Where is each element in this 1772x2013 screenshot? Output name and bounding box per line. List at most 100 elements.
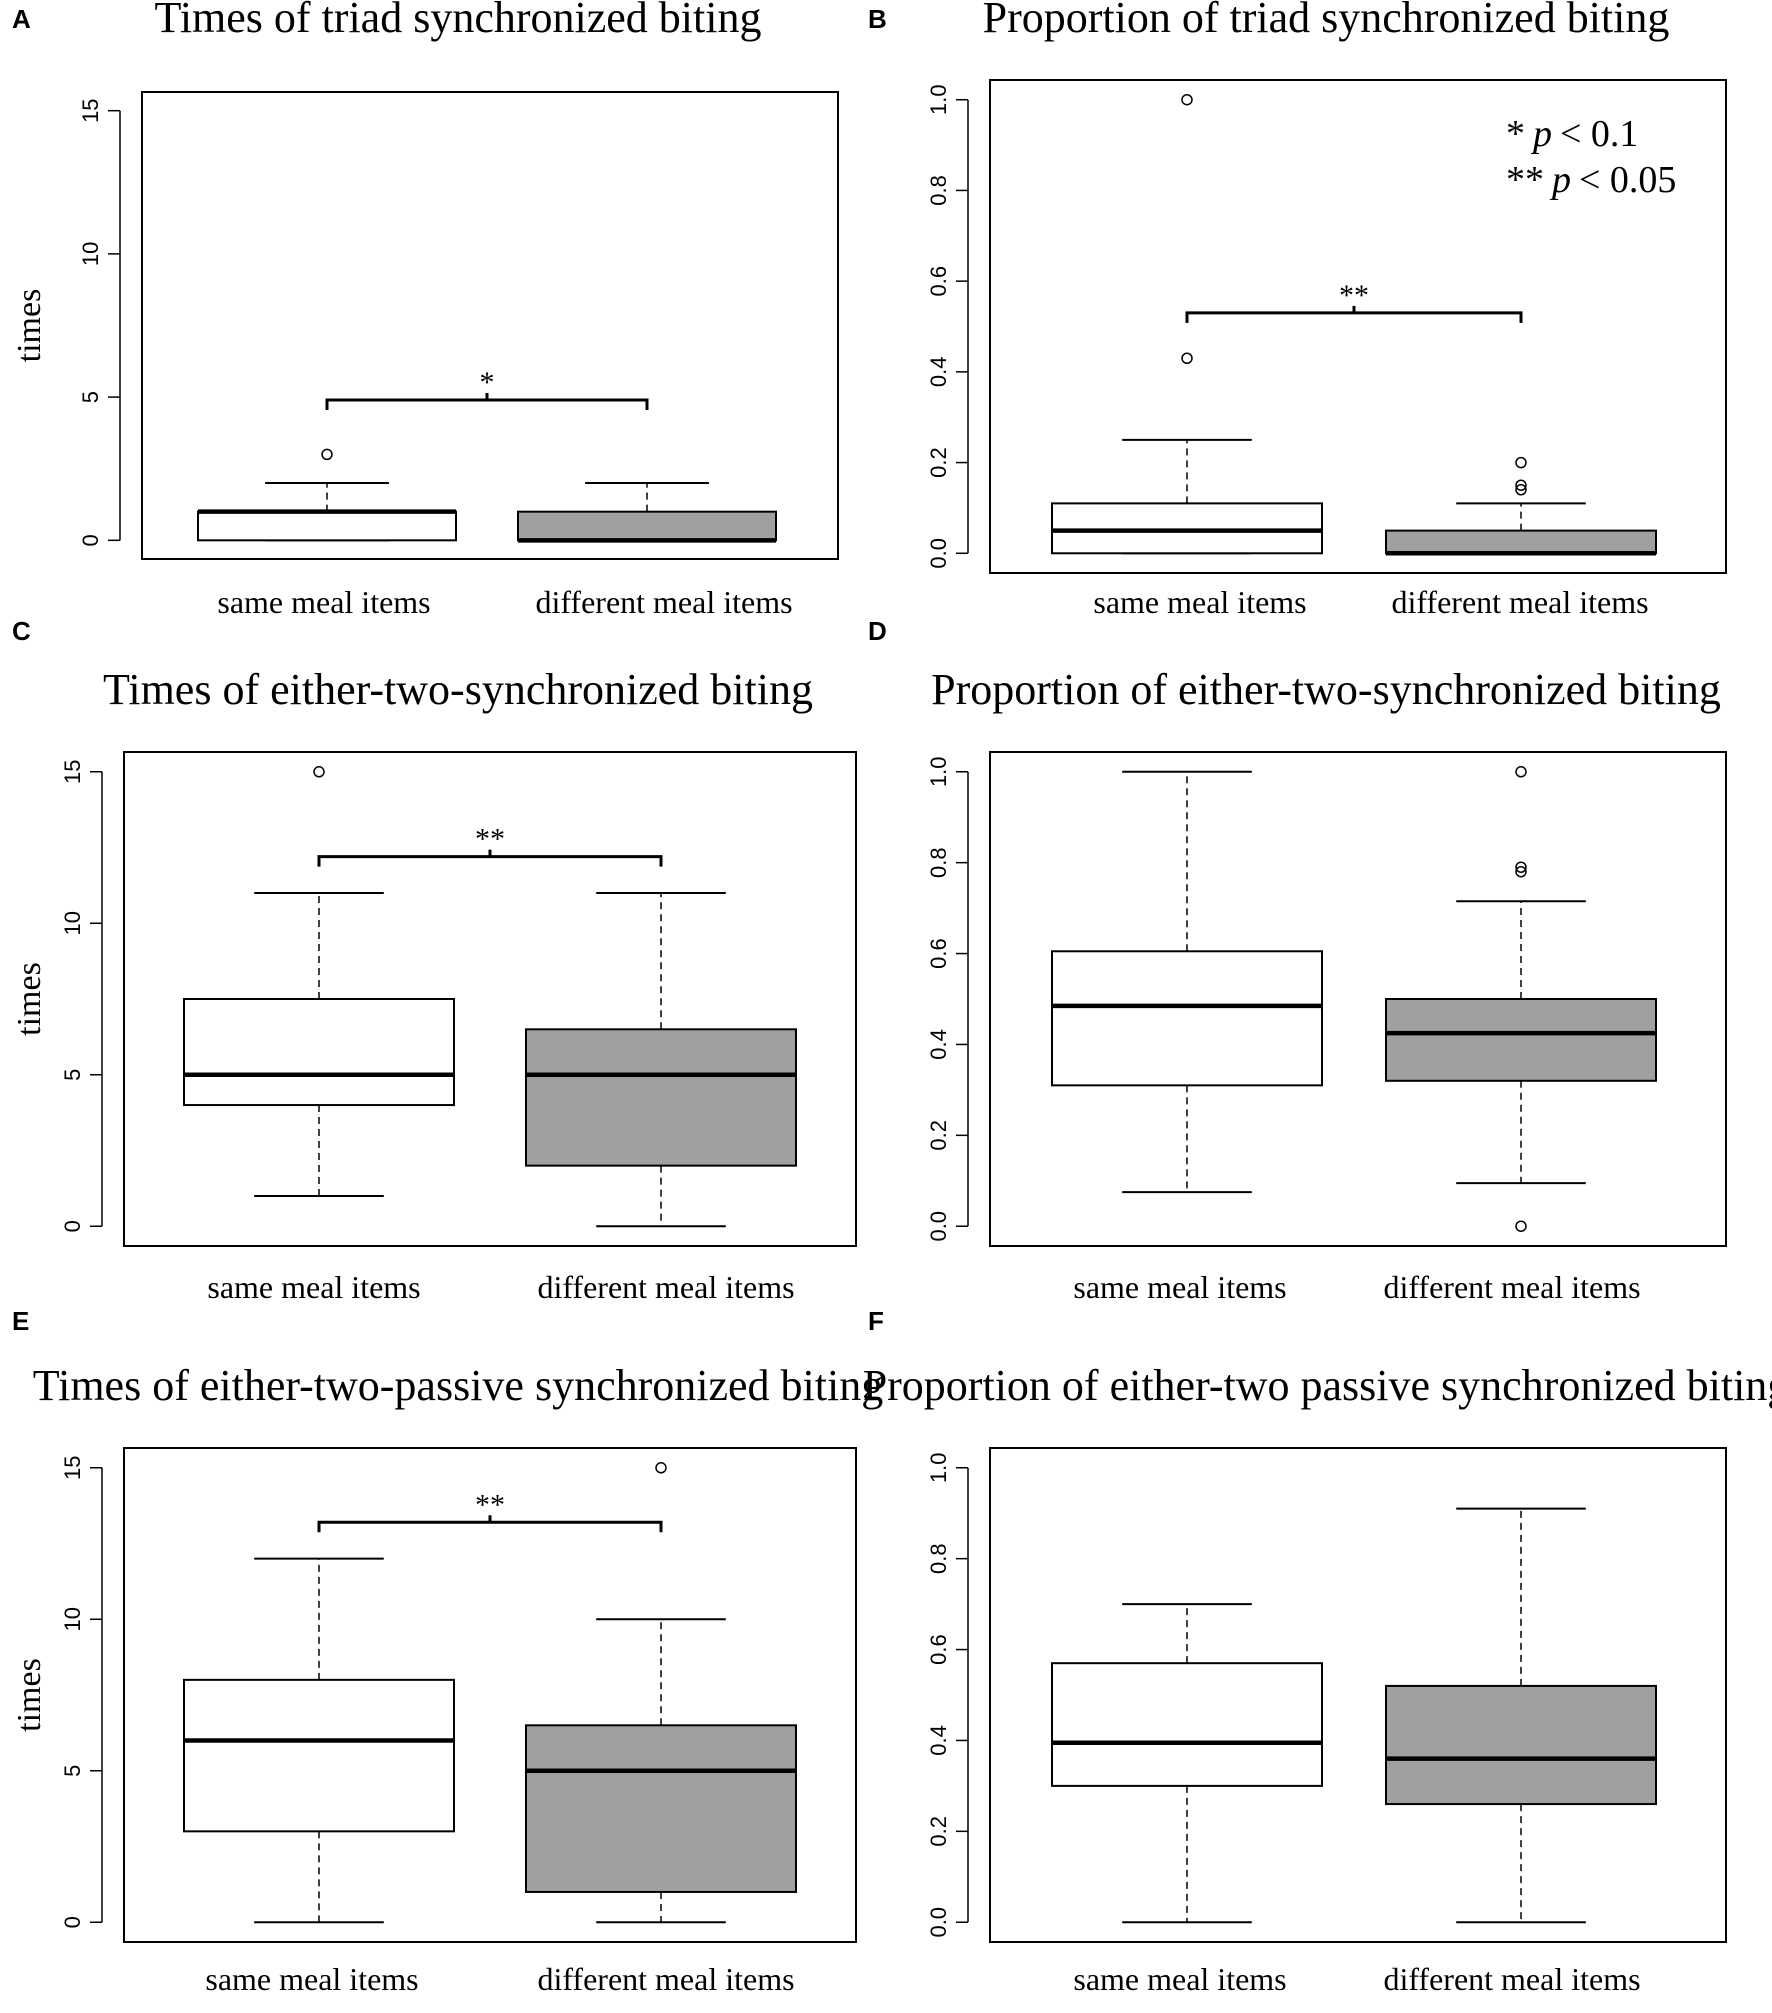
y-tick-label: 10 bbox=[60, 1607, 85, 1631]
y-tick-label: 0.6 bbox=[926, 266, 951, 297]
significance-bracket: ** bbox=[317, 823, 663, 867]
y-tick-label: 0.2 bbox=[926, 1120, 951, 1151]
panel-title: Times of either-two-passive synchronized… bbox=[33, 1361, 883, 1410]
panel-c: C Times of either-two-synchronized biting… bbox=[11, 616, 857, 1305]
panel-letter: F bbox=[868, 1306, 884, 1336]
box-same bbox=[183, 1557, 455, 1924]
box-different bbox=[517, 482, 777, 543]
panel-letter: B bbox=[868, 4, 887, 34]
outlier-point bbox=[321, 448, 333, 461]
y-tick-label: 0 bbox=[60, 1916, 85, 1928]
legend-stars-1: * bbox=[1506, 113, 1525, 155]
bracket-line bbox=[317, 855, 663, 867]
significance-label: * bbox=[480, 366, 495, 399]
legend-line-2: ** p < 0.05 bbox=[1506, 159, 1676, 201]
box-same bbox=[1051, 93, 1323, 555]
y-tick-label: 0.4 bbox=[926, 357, 951, 388]
y-tick-label: 5 bbox=[78, 391, 103, 403]
y-tick-label: 0.6 bbox=[926, 1634, 951, 1665]
box-different bbox=[525, 1462, 797, 1924]
legend-stars-2: ** bbox=[1506, 159, 1544, 201]
panel-letter: E bbox=[12, 1306, 29, 1336]
box-different bbox=[1385, 1507, 1657, 1924]
x-category-label: same meal items bbox=[205, 1961, 418, 1997]
significance-bracket: * bbox=[325, 366, 649, 410]
y-tick-label: 10 bbox=[60, 911, 85, 935]
box-iqr bbox=[197, 510, 457, 542]
plot-frame bbox=[123, 751, 857, 1247]
panel-title: Proportion of either-two passive synchro… bbox=[863, 1361, 1772, 1410]
outlier-point bbox=[655, 1462, 667, 1474]
box-different bbox=[1385, 456, 1657, 556]
y-tick-label: 0.2 bbox=[926, 447, 951, 478]
y-tick-label: 0.8 bbox=[926, 175, 951, 206]
bracket-line bbox=[317, 1520, 663, 1533]
legend-line-1: * p < 0.1 bbox=[1506, 113, 1638, 155]
box-iqr bbox=[1051, 502, 1323, 555]
y-tick-label: 15 bbox=[60, 1456, 85, 1480]
box-same bbox=[197, 448, 457, 542]
y-axis-label: times bbox=[11, 289, 48, 363]
panel-a: A Times of triad synchronized biting 0 5 10 1… bbox=[11, 0, 839, 620]
box-iqr bbox=[525, 1724, 797, 1893]
y-tick-label: 15 bbox=[78, 98, 103, 122]
plot-frame bbox=[141, 91, 839, 560]
box-iqr bbox=[1051, 1662, 1323, 1787]
significance-label: ** bbox=[475, 823, 505, 856]
y-tick-label: 0.0 bbox=[926, 1907, 951, 1938]
significance-label: ** bbox=[1339, 279, 1369, 312]
legend-threshold-1: < 0.1 bbox=[1560, 113, 1638, 155]
legend-p-2: p bbox=[1549, 159, 1571, 201]
y-tick-label: 0.8 bbox=[926, 1543, 951, 1574]
y-tick-label: 0.2 bbox=[926, 1816, 951, 1847]
panel-f: F Proportion of either-two passive synchr… bbox=[863, 1306, 1772, 1997]
y-tick-label: 0.0 bbox=[926, 1211, 951, 1242]
box-iqr bbox=[183, 1678, 455, 1833]
outlier-point bbox=[1181, 352, 1193, 364]
y-tick-label: 0.4 bbox=[926, 1029, 951, 1060]
outlier-point bbox=[1515, 1220, 1527, 1232]
outlier-point bbox=[1515, 861, 1527, 873]
outlier-point bbox=[1515, 479, 1527, 491]
y-axis-label: times bbox=[11, 962, 48, 1036]
x-category-label: same meal items bbox=[1073, 1269, 1286, 1305]
x-category-label: different meal items bbox=[1391, 584, 1648, 620]
outlier-point bbox=[313, 766, 325, 778]
y-tick-label: 0.4 bbox=[926, 1725, 951, 1756]
plot-frame bbox=[989, 79, 1727, 574]
box-iqr bbox=[1385, 1684, 1657, 1806]
y-tick-label: 0.6 bbox=[926, 938, 951, 969]
x-category-label: same meal items bbox=[1073, 1961, 1286, 1997]
x-category-label: same meal items bbox=[217, 584, 430, 620]
outlier-point bbox=[1515, 766, 1527, 778]
box-iqr bbox=[1385, 998, 1657, 1082]
significance-label: ** bbox=[475, 1488, 505, 1521]
outlier-point bbox=[1515, 484, 1527, 496]
y-tick-label: 0 bbox=[78, 534, 103, 546]
box-iqr bbox=[1051, 950, 1323, 1087]
outlier-point bbox=[1515, 865, 1527, 878]
x-category-label: different meal items bbox=[535, 584, 792, 620]
bracket-line bbox=[1185, 311, 1523, 323]
panel-title: Proportion of either-two-synchronized bi… bbox=[931, 665, 1721, 714]
y-tick-label: 1.0 bbox=[926, 84, 951, 115]
box-iqr bbox=[1385, 529, 1657, 555]
panel-b: B Proportion of triad synchronized biting… bbox=[868, 0, 1727, 620]
box-iqr bbox=[183, 998, 455, 1107]
box-iqr bbox=[525, 1028, 797, 1167]
x-category-label: different meal items bbox=[537, 1269, 794, 1305]
box-different bbox=[525, 891, 797, 1228]
panel-letter: C bbox=[12, 616, 31, 646]
y-tick-label: 5 bbox=[60, 1069, 85, 1081]
y-tick-label: 0.0 bbox=[926, 538, 951, 569]
box-same bbox=[1051, 770, 1323, 1194]
y-tick-label: 1.0 bbox=[926, 756, 951, 787]
panel-d: D Proportion of either-two-synchronized b… bbox=[868, 616, 1727, 1305]
panel-letter: D bbox=[868, 616, 887, 646]
box-iqr bbox=[517, 510, 777, 542]
y-tick-label: 1.0 bbox=[926, 1452, 951, 1483]
y-tick-label: 10 bbox=[78, 242, 103, 266]
significance-bracket: ** bbox=[1185, 279, 1523, 323]
